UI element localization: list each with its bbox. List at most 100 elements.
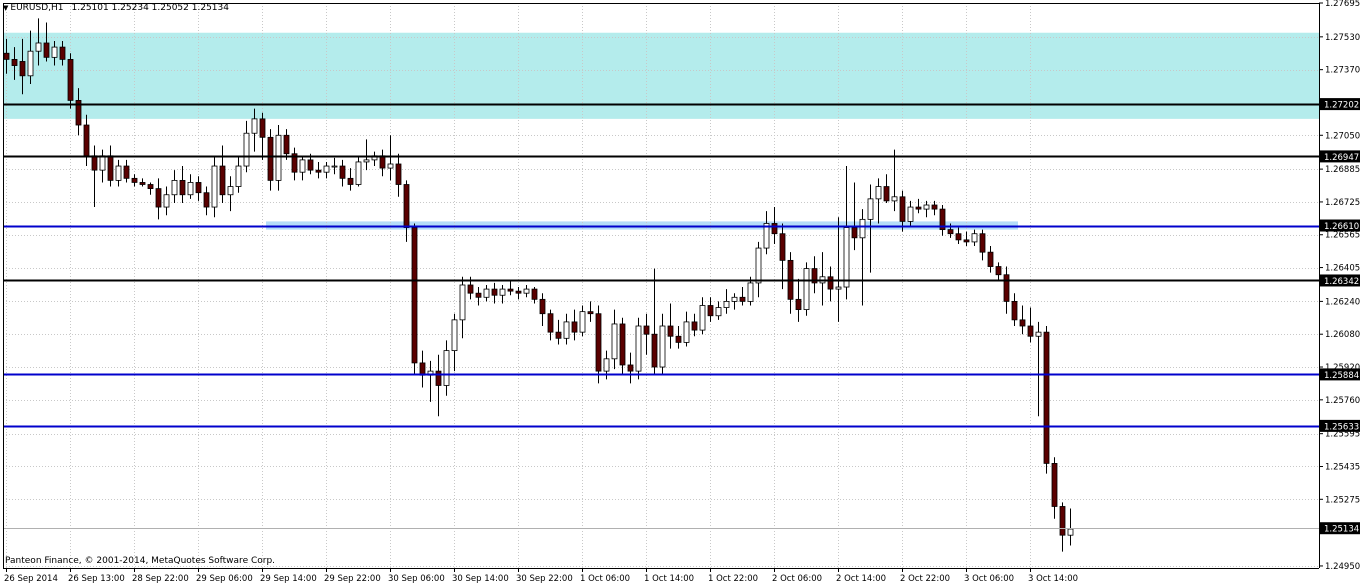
candle[interactable] <box>195 176 202 201</box>
candle[interactable] <box>163 186 170 216</box>
candle[interactable] <box>155 178 162 220</box>
candle[interactable] <box>803 262 810 316</box>
candle[interactable] <box>339 159 346 187</box>
candle[interactable] <box>139 178 146 187</box>
candle[interactable] <box>747 276 754 306</box>
candle[interactable] <box>635 317 642 380</box>
candle[interactable] <box>987 246 994 273</box>
candle[interactable] <box>219 145 226 203</box>
candle[interactable] <box>787 252 794 314</box>
candle[interactable] <box>859 209 866 306</box>
candle[interactable] <box>867 184 874 273</box>
candle[interactable] <box>835 217 842 322</box>
candle[interactable] <box>651 268 658 376</box>
candle[interactable] <box>283 129 290 160</box>
candle[interactable] <box>691 313 698 337</box>
candle[interactable] <box>1003 266 1010 314</box>
candle[interactable] <box>1011 293 1018 327</box>
candle[interactable] <box>475 287 482 306</box>
candle[interactable] <box>267 129 274 191</box>
candle[interactable] <box>915 198 922 214</box>
candle[interactable] <box>715 301 722 320</box>
candle[interactable] <box>491 282 498 304</box>
candle[interactable] <box>1059 502 1066 552</box>
candle[interactable] <box>643 313 650 355</box>
candle[interactable] <box>611 309 618 370</box>
candle[interactable] <box>899 190 906 232</box>
candle[interactable] <box>563 313 570 345</box>
candle[interactable] <box>315 161 322 179</box>
candle[interactable] <box>59 40 66 66</box>
candle[interactable] <box>515 287 522 300</box>
candle[interactable] <box>259 112 266 160</box>
candle[interactable] <box>371 151 378 167</box>
triangle-down-icon[interactable]: ▼ <box>3 4 9 12</box>
candle[interactable] <box>763 211 770 255</box>
candle[interactable] <box>75 88 82 136</box>
candle[interactable] <box>1019 305 1026 335</box>
candle[interactable] <box>1051 457 1058 519</box>
candle[interactable] <box>883 174 890 203</box>
candle[interactable] <box>235 155 242 193</box>
candle[interactable] <box>979 229 986 261</box>
candle[interactable] <box>779 223 786 290</box>
candle[interactable] <box>731 293 738 310</box>
candle[interactable] <box>11 47 18 80</box>
candle[interactable] <box>739 287 746 306</box>
candle[interactable] <box>483 284 490 302</box>
candle[interactable] <box>275 125 282 191</box>
candle[interactable] <box>43 22 50 62</box>
candle[interactable] <box>875 178 882 224</box>
candle[interactable] <box>379 149 386 177</box>
candle[interactable] <box>931 200 938 216</box>
candle[interactable] <box>619 317 626 376</box>
candle[interactable] <box>523 284 530 298</box>
candle[interactable] <box>795 278 802 322</box>
candle[interactable] <box>939 205 946 236</box>
candle[interactable] <box>571 309 578 341</box>
candle[interactable] <box>531 287 538 304</box>
candle[interactable] <box>1067 508 1074 546</box>
candle[interactable] <box>211 155 218 218</box>
candle[interactable] <box>99 149 106 183</box>
candle[interactable] <box>811 256 818 294</box>
candle[interactable] <box>579 305 586 337</box>
candle[interactable] <box>91 145 98 208</box>
candle[interactable] <box>459 276 466 339</box>
candle[interactable] <box>323 161 330 179</box>
candle[interactable] <box>907 200 914 226</box>
candle[interactable] <box>547 309 554 341</box>
candle[interactable] <box>51 40 58 66</box>
candle[interactable] <box>451 313 458 372</box>
candle[interactable] <box>115 159 122 187</box>
candle[interactable] <box>243 120 250 173</box>
candle[interactable] <box>67 53 74 109</box>
candle[interactable] <box>227 176 234 212</box>
candle[interactable] <box>595 305 602 384</box>
candle[interactable] <box>443 340 450 396</box>
candle[interactable] <box>667 303 674 349</box>
candle[interactable] <box>395 153 402 197</box>
candle[interactable] <box>179 166 186 203</box>
candle[interactable] <box>627 352 634 384</box>
candle[interactable] <box>419 350 426 388</box>
candle[interactable] <box>387 135 394 181</box>
candle[interactable] <box>107 145 114 187</box>
candle[interactable] <box>587 301 594 322</box>
candle[interactable] <box>187 174 194 199</box>
candle[interactable] <box>955 227 962 244</box>
candle[interactable] <box>971 229 978 247</box>
candle[interactable] <box>1043 326 1050 474</box>
candle[interactable] <box>123 159 130 183</box>
candle[interactable] <box>83 114 90 167</box>
candle[interactable] <box>963 231 970 247</box>
candle[interactable] <box>659 313 666 376</box>
candle[interactable] <box>291 147 298 181</box>
candle[interactable] <box>1027 307 1034 343</box>
candle[interactable] <box>411 223 418 376</box>
candle[interactable] <box>843 166 850 300</box>
candle[interactable] <box>707 297 714 322</box>
candle[interactable] <box>851 182 858 251</box>
candle[interactable] <box>499 284 506 304</box>
candle[interactable] <box>331 157 338 175</box>
